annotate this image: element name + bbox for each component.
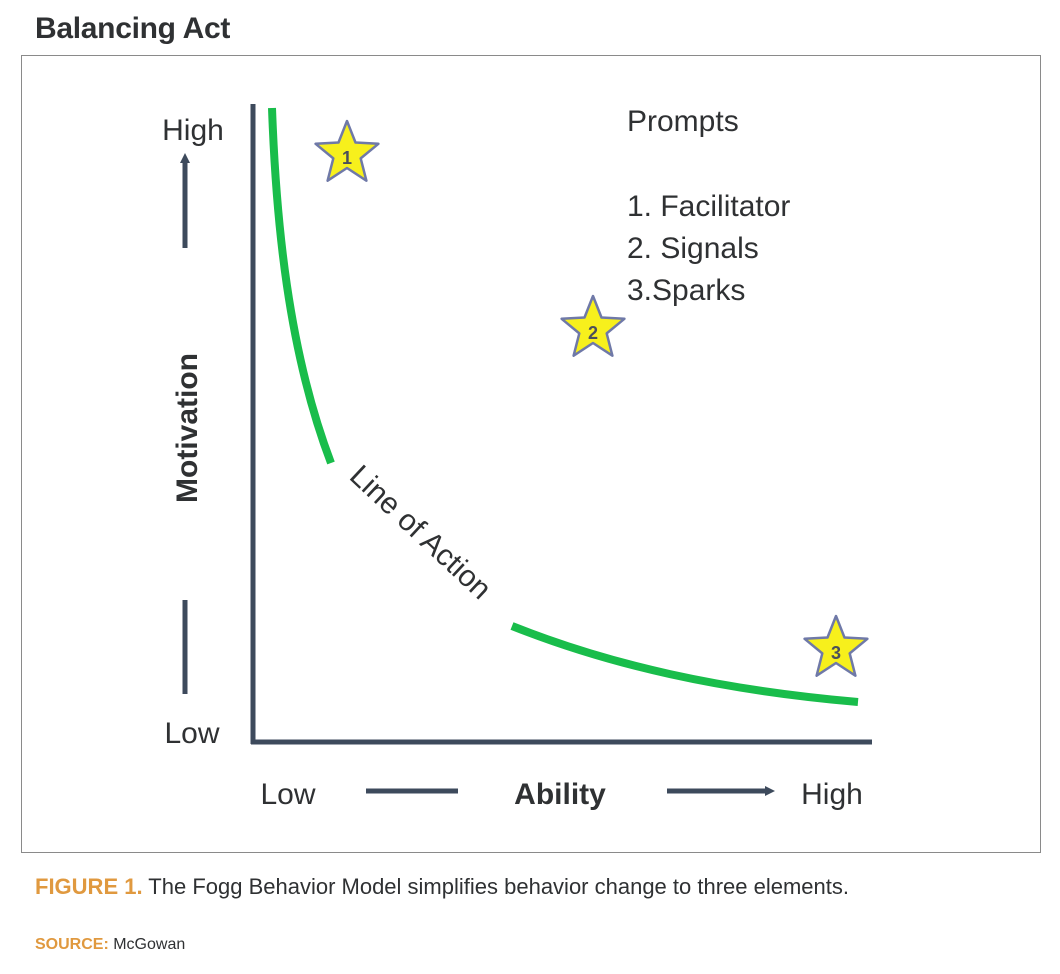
y-axis-low-label: Low <box>164 717 219 750</box>
figure-caption-label: FIGURE 1. <box>35 874 143 899</box>
star-3: 3 <box>803 614 869 677</box>
star-1: 1 <box>314 119 380 182</box>
y-axis-high-label: High <box>162 114 224 147</box>
figure-caption: FIGURE 1. The Fogg Behavior Model simpli… <box>35 874 849 900</box>
figure-source: SOURCE: McGowan <box>35 936 185 954</box>
line-of-action-label: Line of Action <box>343 459 497 606</box>
star-number: 3 <box>831 643 841 663</box>
source-text: McGowan <box>108 936 186 953</box>
x-axis-high-label: High <box>801 778 863 811</box>
star-icon <box>803 614 869 677</box>
line-of-action-curve-lower <box>510 622 859 706</box>
star-icon <box>314 119 380 182</box>
diagram-frame <box>21 55 1041 853</box>
prompt-item: 3.Sparks <box>627 274 745 307</box>
x-axis-low-label: Low <box>260 778 315 811</box>
line-of-action-curve-upper <box>268 107 335 465</box>
star-icon <box>560 294 626 357</box>
source-label: SOURCE: <box>35 936 109 953</box>
star-2: 2 <box>560 294 626 357</box>
y-axis-label: Motivation <box>171 353 204 503</box>
prompts-heading: Prompts <box>627 105 739 138</box>
figure-title: Balancing Act <box>35 12 231 45</box>
figure-caption-text: The Fogg Behavior Model simplifies behav… <box>142 874 850 899</box>
prompt-item: 2. Signals <box>627 232 759 265</box>
star-number: 1 <box>342 148 352 168</box>
star-number: 2 <box>588 323 598 343</box>
x-axis-label: Ability <box>514 778 606 811</box>
prompt-item: 1. Facilitator <box>627 190 790 223</box>
